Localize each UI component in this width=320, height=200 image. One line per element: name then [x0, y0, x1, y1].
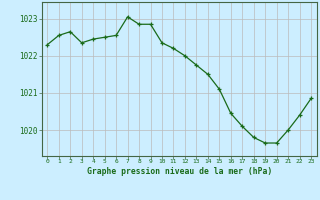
X-axis label: Graphe pression niveau de la mer (hPa): Graphe pression niveau de la mer (hPa)	[87, 167, 272, 176]
